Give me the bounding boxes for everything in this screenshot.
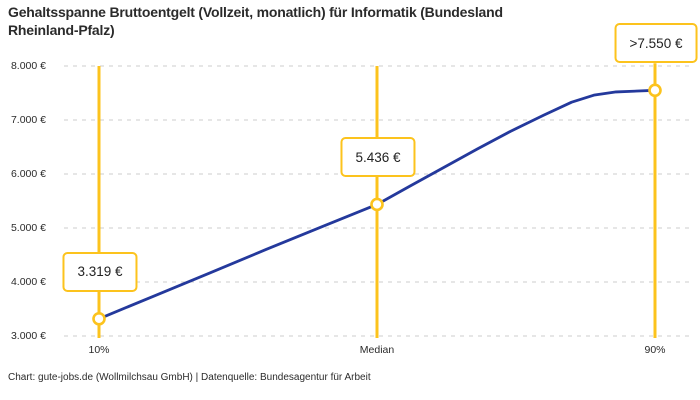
value-label-Median: 5.436 € <box>340 137 416 178</box>
y-tick-label: 8.000 € <box>10 59 46 72</box>
chart-credit: Chart: gute-jobs.de (Wollmilchsau GmbH) … <box>8 372 371 383</box>
y-tick-label: 4.000 € <box>10 275 46 288</box>
data-point-Median <box>370 197 384 212</box>
chart-title: Gehaltsspanne Bruttoentgelt (Vollzeit, m… <box>8 4 503 38</box>
salary-curve <box>97 88 657 321</box>
y-tick-label: 3.000 € <box>10 329 46 342</box>
x-tick-label-Median: Median <box>359 344 395 356</box>
x-tick-label-10%: 10% <box>88 344 110 356</box>
value-label-90%: >7.550 € <box>614 23 698 64</box>
y-tick-label: 6.000 € <box>10 167 46 180</box>
value-label-10%: 3.319 € <box>62 251 138 292</box>
data-point-10% <box>92 311 106 326</box>
y-tick-label: 7.000 € <box>10 113 46 126</box>
y-tick-label: 5.000 € <box>10 221 46 234</box>
x-tick-label-90%: 90% <box>644 344 666 356</box>
data-point-90% <box>648 83 662 98</box>
